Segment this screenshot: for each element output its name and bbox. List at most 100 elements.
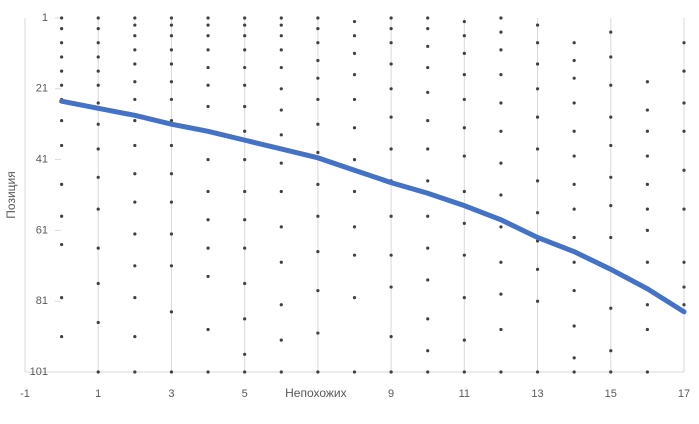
point <box>389 253 393 257</box>
point <box>316 214 320 218</box>
point <box>572 324 576 328</box>
point <box>389 285 393 289</box>
point <box>352 126 357 130</box>
point <box>645 228 649 232</box>
point <box>279 34 283 38</box>
point <box>169 232 174 236</box>
point <box>206 34 210 38</box>
y-tick-label: 81 <box>36 295 48 307</box>
y-tick-label: 101 <box>30 366 48 378</box>
point <box>645 207 649 211</box>
point <box>96 16 100 20</box>
point <box>279 65 283 70</box>
point <box>243 48 247 52</box>
point <box>96 69 100 73</box>
point <box>96 175 100 179</box>
point <box>462 253 466 257</box>
point <box>682 207 686 211</box>
point <box>645 327 649 332</box>
point <box>316 97 320 102</box>
point <box>352 97 357 102</box>
point <box>206 16 210 20</box>
point <box>243 65 247 70</box>
point <box>389 335 393 339</box>
point <box>389 370 393 374</box>
point <box>60 296 64 300</box>
x-label-bg <box>277 386 358 402</box>
point <box>133 264 137 268</box>
point <box>609 175 613 179</box>
point <box>133 34 137 38</box>
point <box>389 41 393 45</box>
point <box>279 189 283 194</box>
point <box>535 179 540 183</box>
point <box>169 48 174 52</box>
point <box>462 97 466 102</box>
point <box>96 246 100 250</box>
point <box>133 335 137 339</box>
point <box>535 370 540 374</box>
point <box>499 129 503 133</box>
x-tick-label: 13 <box>531 388 543 400</box>
point <box>206 327 210 332</box>
point <box>499 327 503 332</box>
point <box>96 370 100 374</box>
point <box>133 80 137 84</box>
point <box>316 76 320 80</box>
point <box>133 143 137 148</box>
point <box>169 97 174 102</box>
point <box>96 27 100 31</box>
point <box>572 129 576 133</box>
point <box>169 370 174 374</box>
point <box>426 119 430 123</box>
point <box>352 189 357 194</box>
point <box>572 76 576 80</box>
point <box>352 19 357 24</box>
point <box>462 189 466 194</box>
point <box>609 370 613 374</box>
point <box>60 335 64 339</box>
point <box>535 211 540 215</box>
point <box>279 23 283 27</box>
point <box>352 370 357 374</box>
x-tick-label: 9 <box>388 388 394 400</box>
point <box>169 264 174 268</box>
point <box>535 41 540 45</box>
point <box>426 44 430 48</box>
point <box>645 260 649 264</box>
point <box>279 225 283 229</box>
point <box>462 370 466 374</box>
point <box>499 16 503 20</box>
point <box>572 288 576 293</box>
point <box>645 80 649 84</box>
point <box>462 34 466 38</box>
point <box>499 370 503 374</box>
point <box>96 147 100 151</box>
y-tick-label: 1 <box>42 12 48 24</box>
point <box>352 34 357 38</box>
point <box>60 182 64 186</box>
point <box>682 260 686 264</box>
point <box>426 16 430 20</box>
point <box>133 232 137 236</box>
point <box>279 87 283 91</box>
point <box>499 101 503 105</box>
point <box>60 16 64 20</box>
point <box>426 246 430 250</box>
point <box>206 158 210 162</box>
point <box>316 331 320 335</box>
point <box>169 200 174 204</box>
point <box>316 182 320 186</box>
point <box>462 338 466 342</box>
point <box>499 193 503 197</box>
x-tick-label: 11 <box>459 388 470 400</box>
point <box>535 267 540 271</box>
point <box>60 55 64 59</box>
x-tick-label: -1 <box>20 388 30 400</box>
point <box>609 30 613 34</box>
point <box>169 172 174 176</box>
point <box>389 27 393 31</box>
point <box>499 48 503 52</box>
point <box>352 73 357 77</box>
